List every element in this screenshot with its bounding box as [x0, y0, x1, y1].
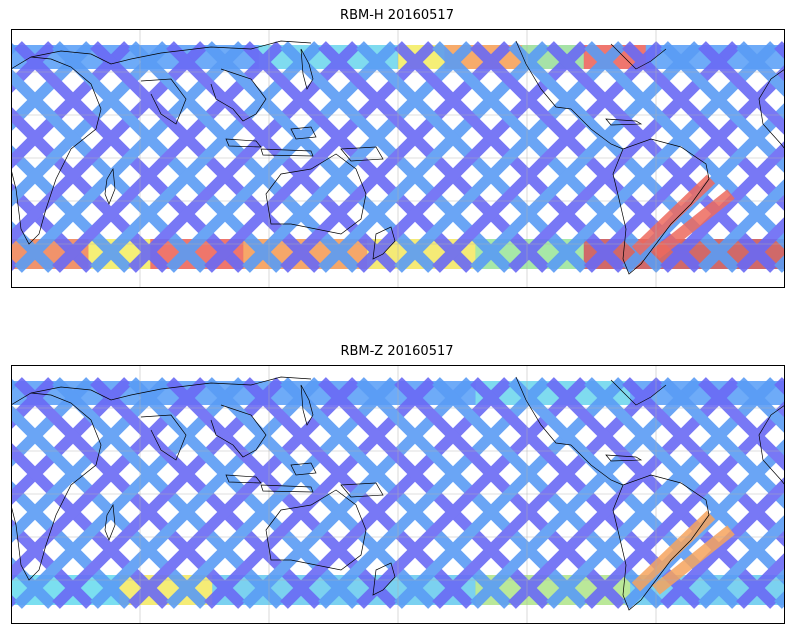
coastline	[372, 226, 396, 260]
graticule-rbm-z	[11, 365, 785, 624]
coastline	[340, 482, 384, 498]
graticule-rbm-h	[11, 29, 785, 288]
coastline	[225, 138, 262, 148]
coastline	[30, 376, 312, 401]
coastline	[612, 138, 710, 275]
coastline	[612, 474, 710, 611]
coastline	[210, 404, 267, 458]
coastline	[140, 414, 187, 461]
map-panel-rbm-z	[11, 365, 785, 624]
coastline	[260, 484, 314, 493]
swath-line	[698, 514, 785, 609]
swath-line	[660, 476, 785, 609]
orbit-swaths-rbm-z	[11, 377, 785, 609]
coastline	[605, 118, 643, 126]
swath-line	[736, 216, 785, 273]
coastline	[340, 146, 384, 162]
coastline	[610, 379, 667, 406]
coastline	[265, 153, 367, 235]
coastline	[260, 148, 314, 157]
coastline	[225, 474, 262, 484]
coastline	[30, 40, 312, 65]
coastline	[515, 40, 572, 110]
coastline	[758, 68, 785, 150]
coastline	[11, 56, 102, 245]
coastline	[605, 454, 643, 462]
hotspot-swath	[631, 510, 716, 592]
coastline	[265, 489, 367, 571]
map-canvas-rbm-z	[11, 365, 785, 624]
coastlines-rbm-z	[11, 376, 785, 611]
coastline	[610, 43, 667, 70]
panel-title-top: RBM-H 20160517	[340, 8, 454, 23]
map-panel-rbm-h	[11, 29, 785, 288]
coastline	[104, 167, 116, 205]
coastline	[570, 108, 624, 150]
coastline	[290, 126, 317, 140]
coastline	[290, 462, 317, 476]
coastline	[11, 392, 102, 581]
coastline	[104, 503, 116, 541]
swath-line	[736, 41, 785, 98]
swath-line	[736, 552, 785, 609]
map-canvas-rbm-h	[11, 29, 785, 288]
swath-line	[698, 41, 785, 136]
coastlines-rbm-h	[11, 40, 785, 275]
swath-line	[698, 178, 785, 273]
swath-line	[736, 377, 785, 434]
coastline	[300, 384, 314, 426]
coastline	[758, 404, 785, 486]
coastline	[140, 78, 187, 125]
coastline	[515, 376, 572, 446]
coastline	[300, 48, 314, 90]
swath-line	[698, 377, 785, 472]
swath-line	[660, 140, 785, 273]
map-frame	[11, 365, 785, 624]
coastline	[372, 562, 396, 596]
hotspot-swath	[631, 174, 716, 256]
coastline	[210, 68, 267, 122]
map-frame	[11, 29, 785, 288]
coastline	[570, 444, 624, 486]
panel-title-bottom: RBM-Z 20160517	[340, 344, 454, 359]
